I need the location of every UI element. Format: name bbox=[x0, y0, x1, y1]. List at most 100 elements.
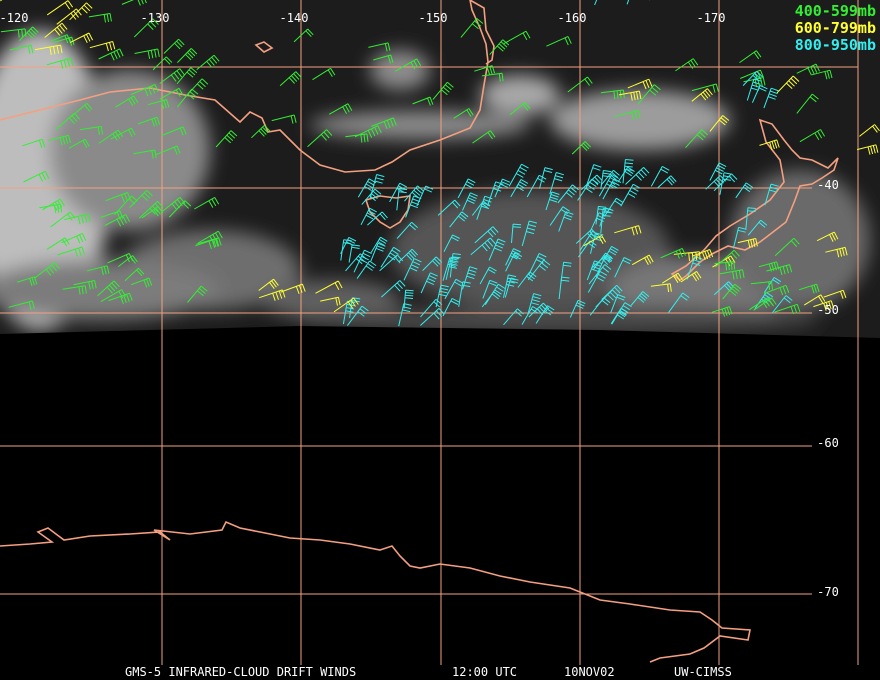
wind-barb bbox=[488, 238, 506, 261]
wind-barb bbox=[361, 188, 382, 205]
wind-barb bbox=[546, 35, 572, 47]
longitude-label: -150 bbox=[419, 11, 448, 25]
wind-barb bbox=[177, 88, 199, 108]
wind-barb bbox=[598, 174, 619, 197]
wind-barb bbox=[130, 84, 159, 97]
wind-barb bbox=[680, 270, 702, 283]
wind-barb bbox=[61, 232, 87, 244]
wind-barb bbox=[709, 115, 730, 132]
wind-barb bbox=[751, 85, 768, 103]
wind-barb bbox=[333, 297, 359, 313]
wind-barb bbox=[549, 172, 565, 195]
wind-barb bbox=[595, 205, 607, 225]
wind-barb bbox=[776, 75, 800, 94]
wind-barb bbox=[396, 188, 408, 211]
wind-barb bbox=[631, 254, 654, 266]
wind-barb bbox=[472, 130, 496, 144]
wind-barb bbox=[457, 178, 476, 199]
wind-barb bbox=[39, 203, 63, 214]
wind-barb bbox=[763, 87, 779, 109]
wind-barb bbox=[398, 303, 412, 327]
wind-barb bbox=[711, 306, 733, 317]
wind-barb bbox=[443, 234, 460, 252]
wind-barb bbox=[617, 166, 635, 183]
wind-barb bbox=[412, 96, 434, 106]
wind-barb bbox=[823, 289, 847, 299]
wind-barb bbox=[396, 221, 418, 239]
wind-barb bbox=[528, 253, 547, 276]
wind-barbs bbox=[0, 0, 880, 327]
wind-barb bbox=[625, 167, 650, 185]
wind-barb bbox=[340, 236, 357, 255]
wind-barb bbox=[98, 129, 124, 144]
wind-barb bbox=[567, 76, 593, 93]
wind-barb bbox=[650, 165, 670, 187]
wind-barb bbox=[105, 192, 131, 203]
wind-barb bbox=[509, 102, 531, 116]
wind-barb bbox=[395, 58, 422, 72]
wind-barb bbox=[462, 192, 478, 211]
legend-item: 800-950mb bbox=[795, 36, 876, 54]
wind-barb bbox=[503, 30, 531, 45]
wind-barb bbox=[403, 258, 422, 281]
wind-barb bbox=[315, 280, 343, 294]
wind-barb bbox=[856, 144, 879, 155]
wind-barb bbox=[764, 183, 779, 206]
coastlines bbox=[0, 0, 839, 663]
wind-barb bbox=[591, 254, 613, 269]
wind-barb bbox=[691, 88, 713, 102]
wind-barb bbox=[714, 261, 736, 271]
wind-barb bbox=[100, 210, 124, 220]
wind-barb bbox=[718, 269, 745, 280]
wind-barb bbox=[590, 232, 604, 254]
wind-barb bbox=[754, 291, 774, 309]
wind-barb bbox=[505, 248, 521, 266]
wind-barb bbox=[159, 87, 184, 100]
wind-barb bbox=[750, 281, 773, 290]
wind-barb bbox=[571, 141, 592, 155]
wind-barb bbox=[356, 260, 377, 279]
wind-barb bbox=[280, 283, 306, 294]
legend-item: 400-599mb bbox=[795, 2, 876, 20]
wind-barb bbox=[813, 300, 835, 311]
wind-barb bbox=[622, 159, 634, 184]
graticule bbox=[0, 0, 859, 665]
wind-barb bbox=[147, 99, 170, 109]
wind-barb bbox=[545, 191, 560, 211]
wind-barb bbox=[460, 18, 484, 38]
wind-barb bbox=[97, 280, 120, 297]
wind-barb bbox=[735, 182, 754, 199]
wind-barb bbox=[709, 162, 727, 181]
wind-barb bbox=[251, 124, 271, 139]
wind-barb bbox=[161, 126, 187, 136]
wind-barb bbox=[196, 54, 220, 71]
wind-barb bbox=[602, 178, 622, 200]
wind-barb bbox=[42, 198, 65, 211]
wind-barb bbox=[825, 246, 848, 258]
wind-barb bbox=[104, 214, 130, 227]
wind-barb bbox=[668, 292, 690, 313]
wind-barb bbox=[705, 175, 727, 190]
wind-barb bbox=[369, 174, 385, 199]
wind-barb bbox=[69, 32, 94, 44]
wind-barb bbox=[521, 220, 538, 247]
wind-barb bbox=[130, 277, 153, 288]
wind-barb bbox=[259, 289, 286, 301]
wind-barb bbox=[152, 56, 173, 71]
wind-barb bbox=[614, 257, 632, 278]
wind-barb bbox=[196, 238, 220, 248]
wind-barb bbox=[360, 207, 377, 226]
wind-barb bbox=[610, 307, 629, 325]
wind-barb bbox=[271, 114, 297, 124]
longitude-label: -120 bbox=[0, 11, 28, 25]
wind-barb bbox=[62, 285, 87, 295]
wind-barb bbox=[470, 237, 496, 256]
wind-barb bbox=[23, 170, 50, 183]
wind-barb bbox=[503, 308, 524, 326]
wind-barb bbox=[662, 272, 683, 284]
wind-barb bbox=[796, 63, 820, 76]
wind-barb bbox=[141, 205, 164, 219]
wind-barb bbox=[539, 167, 553, 189]
wind-barb bbox=[739, 50, 762, 64]
wind-barb bbox=[528, 302, 550, 318]
